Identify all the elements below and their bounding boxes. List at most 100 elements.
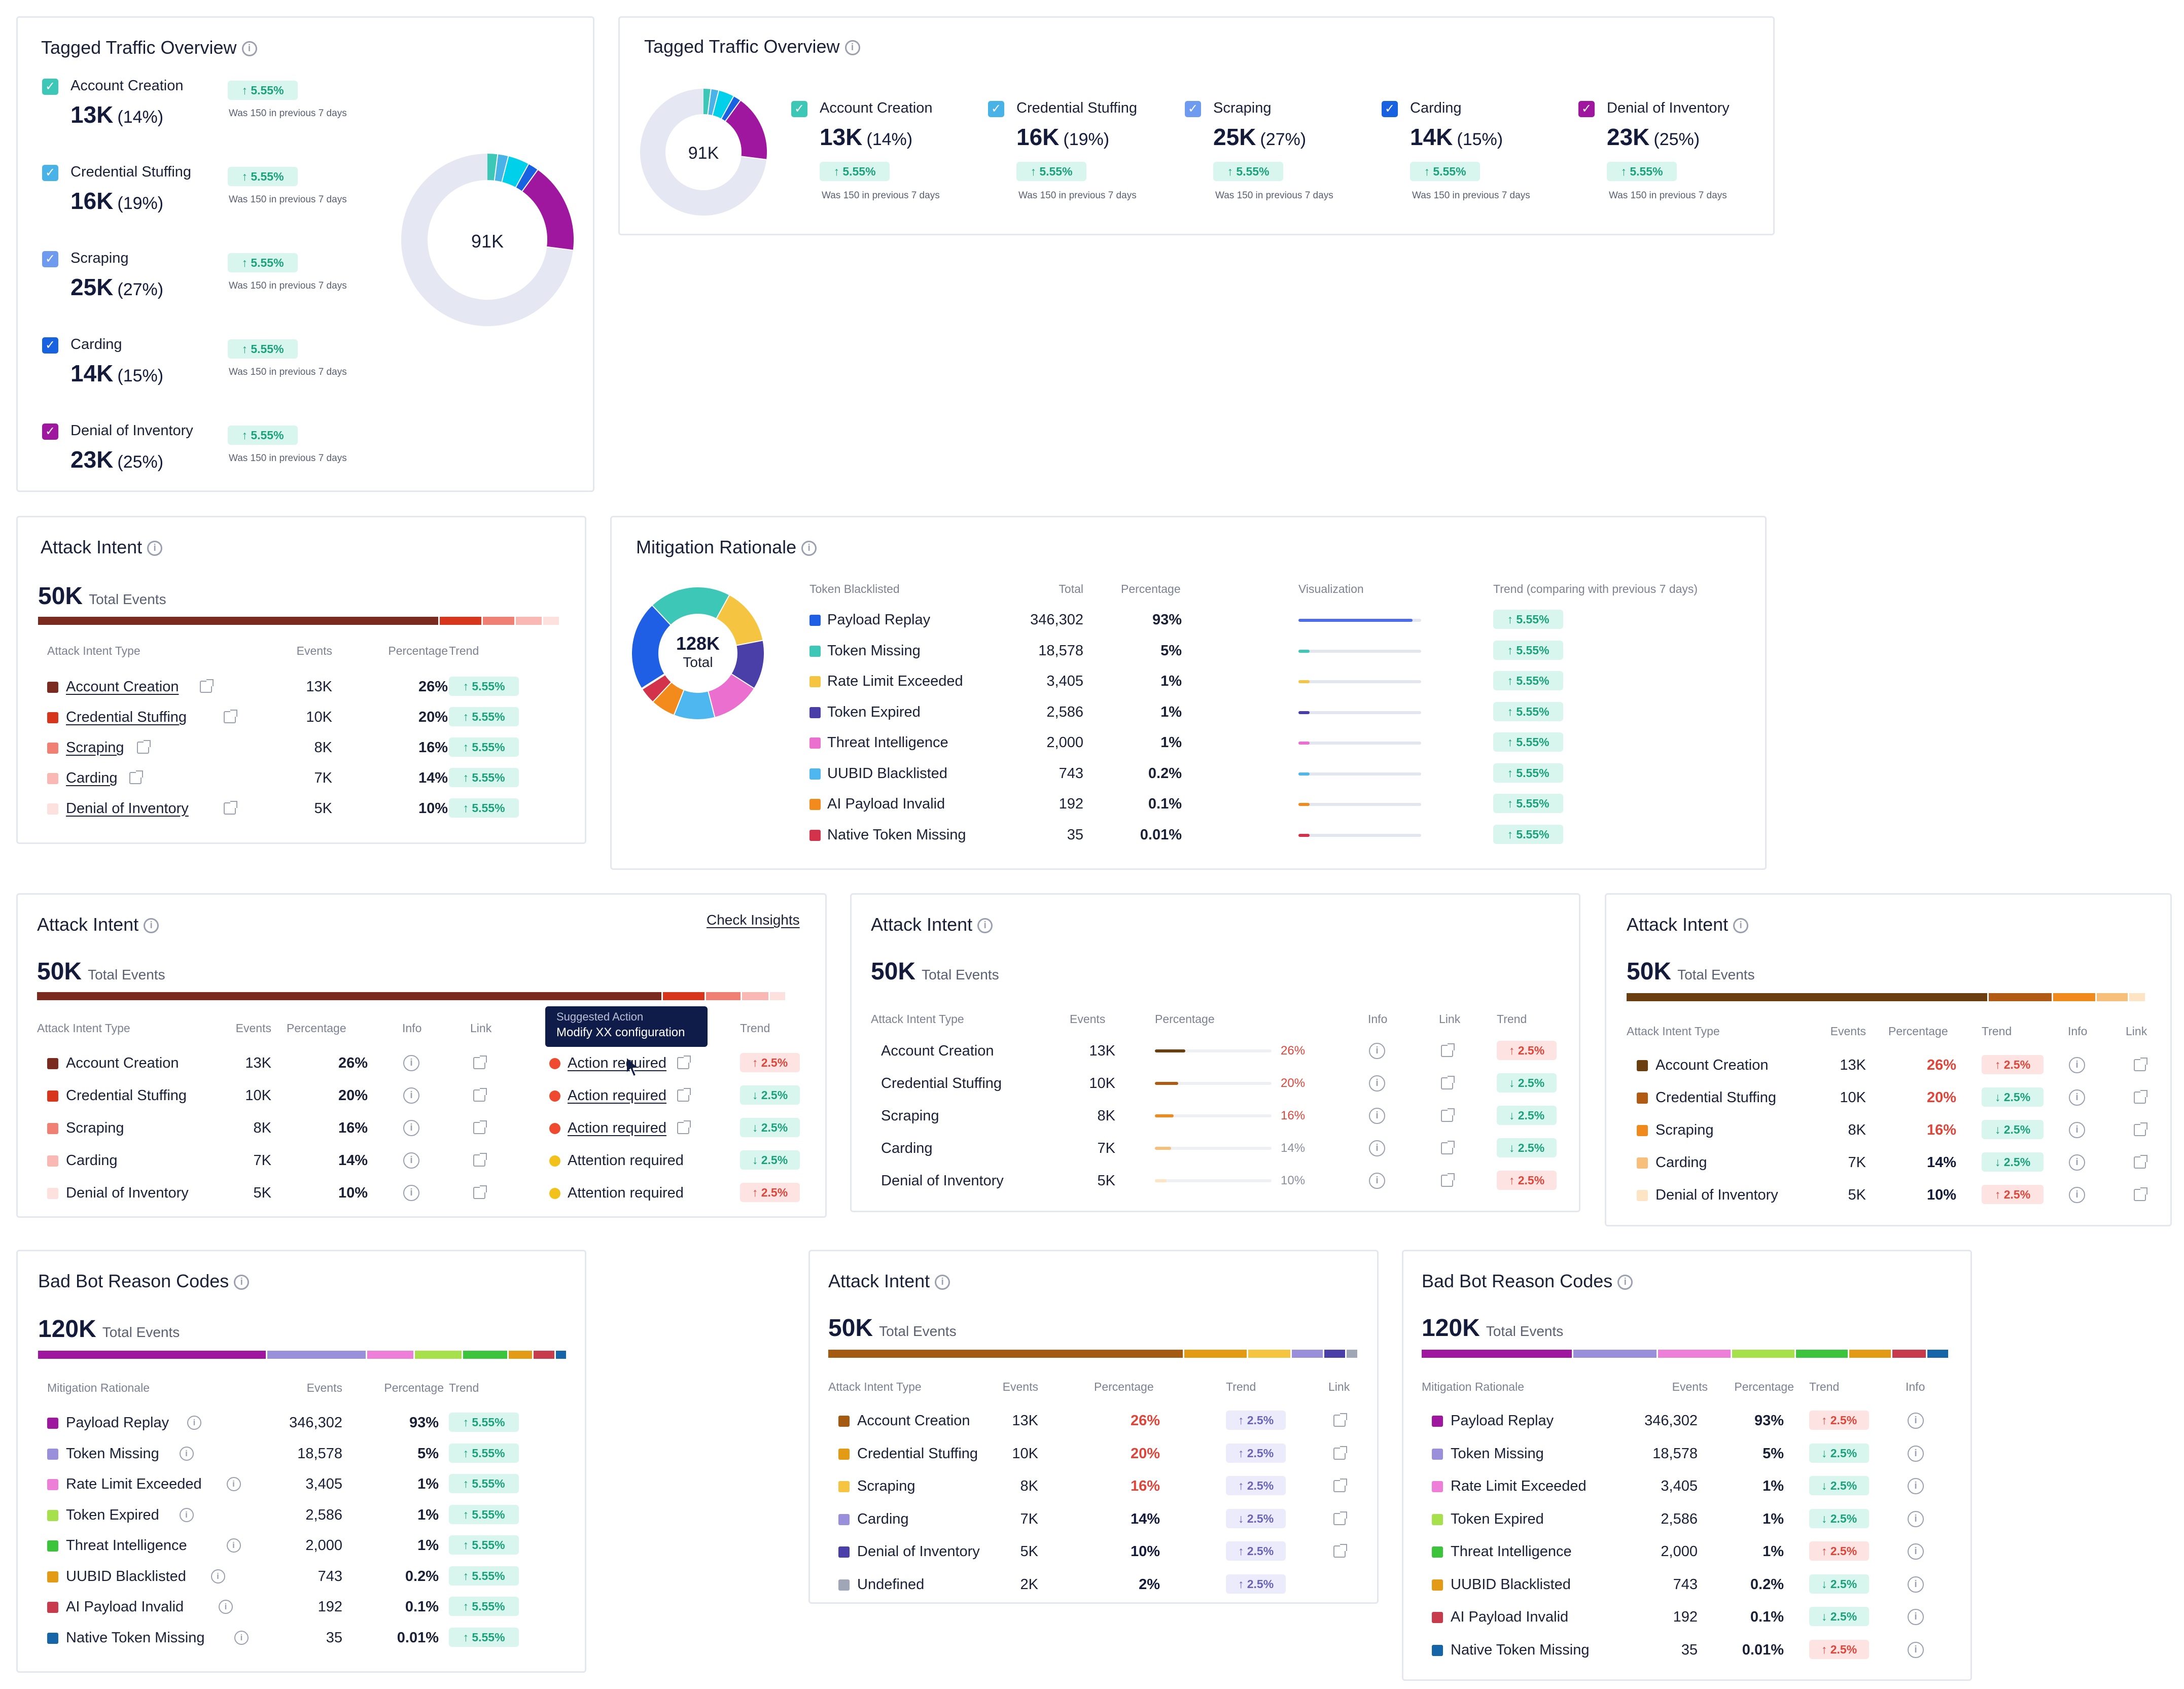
stacked-bar [37, 992, 806, 1000]
info-icon[interactable]: i [403, 1055, 419, 1071]
legend-swatch [47, 1509, 58, 1521]
info-icon[interactable]: i [2069, 1089, 2085, 1106]
info-icon[interactable]: i [1908, 1576, 1924, 1593]
info-icon[interactable]: i [403, 1087, 419, 1104]
external-link-icon[interactable] [2134, 1155, 2147, 1169]
info-icon[interactable]: i [2069, 1154, 2085, 1171]
info-icon[interactable]: i [403, 1185, 419, 1201]
legend-swatch [809, 645, 821, 657]
intent-link[interactable]: Credential Stuffing [66, 709, 187, 725]
external-link-icon[interactable] [2134, 1058, 2147, 1071]
checkbox[interactable]: ✓ [1578, 101, 1595, 117]
info-icon[interactable]: i [403, 1120, 419, 1136]
intent-link[interactable]: Denial of Inventory [66, 800, 189, 817]
checkbox[interactable]: ✓ [42, 165, 58, 181]
info-icon[interactable]: i [1369, 1173, 1385, 1189]
info-icon[interactable]: i [144, 918, 159, 934]
checkbox[interactable]: ✓ [42, 337, 58, 354]
external-link-icon[interactable] [1441, 1076, 1455, 1089]
status-action[interactable]: Action required [568, 1087, 667, 1104]
info-icon[interactable]: i [844, 40, 860, 56]
external-link-icon[interactable] [223, 710, 237, 723]
checkbox[interactable]: ✓ [791, 101, 807, 117]
card-title: Attack Intent i [41, 537, 163, 558]
info-icon[interactable]: i [1369, 1043, 1385, 1059]
info-icon[interactable]: i [1369, 1108, 1385, 1124]
external-link-icon[interactable] [1441, 1141, 1455, 1154]
info-icon[interactable]: i [1908, 1510, 1924, 1527]
intent-link[interactable]: Carding [66, 770, 118, 786]
checkbox[interactable]: ✓ [988, 101, 1004, 117]
external-link-icon[interactable] [200, 679, 214, 693]
column-header: Trend [740, 1022, 770, 1035]
external-link-icon[interactable] [1333, 1511, 1347, 1525]
info-icon[interactable]: i [1908, 1478, 1924, 1494]
checkbox[interactable]: ✓ [42, 251, 58, 267]
status-action[interactable]: Action required [568, 1120, 667, 1136]
external-link-icon[interactable] [2134, 1090, 2147, 1104]
checkbox[interactable]: ✓ [1382, 101, 1398, 117]
info-icon[interactable]: i [1369, 1075, 1385, 1092]
external-link-icon[interactable] [1333, 1413, 1347, 1427]
info-icon[interactable]: i [241, 41, 257, 57]
info-icon[interactable]: i [210, 1569, 225, 1584]
external-link-icon[interactable] [137, 740, 151, 754]
external-link-icon[interactable] [223, 801, 237, 815]
external-link-icon[interactable] [677, 1055, 691, 1069]
info-icon[interactable]: i [403, 1152, 419, 1169]
info-icon[interactable]: i [1908, 1609, 1924, 1625]
external-link-icon[interactable] [473, 1153, 487, 1167]
check-insights-link[interactable]: Check Insights [707, 912, 800, 928]
info-icon[interactable]: i [977, 918, 993, 934]
intent-link[interactable]: Account Creation [66, 679, 179, 695]
info-icon[interactable]: i [1908, 1641, 1924, 1658]
info-icon[interactable]: i [219, 1600, 233, 1614]
info-icon[interactable]: i [234, 1275, 250, 1290]
info-icon[interactable]: i [179, 1446, 194, 1461]
info-icon[interactable]: i [1908, 1445, 1924, 1462]
trend-badge: ↑ 5.55% [449, 707, 519, 726]
info-icon[interactable]: i [935, 1275, 950, 1290]
external-link-icon[interactable] [473, 1185, 487, 1199]
external-link-icon[interactable] [1333, 1446, 1347, 1460]
info-icon[interactable]: i [801, 541, 817, 556]
external-link-icon[interactable] [1441, 1173, 1455, 1187]
external-link-icon[interactable] [473, 1088, 487, 1102]
external-link-icon[interactable] [2134, 1187, 2147, 1201]
checkbox[interactable]: ✓ [42, 424, 58, 440]
checkbox[interactable]: ✓ [1185, 101, 1201, 117]
info-icon[interactable]: i [234, 1630, 249, 1645]
intent-link[interactable]: Scraping [66, 740, 124, 756]
info-icon[interactable]: i [1908, 1413, 1924, 1429]
item-value: 25K (27%) [71, 273, 163, 301]
external-link-icon[interactable] [2134, 1122, 2147, 1136]
external-link-icon[interactable] [1441, 1043, 1455, 1057]
total-events: 50K Total Events [1627, 958, 1755, 985]
external-link-icon[interactable] [677, 1088, 691, 1102]
external-link-icon[interactable] [473, 1055, 487, 1069]
external-link-icon[interactable] [1333, 1544, 1347, 1558]
info-icon[interactable]: i [1733, 918, 1749, 934]
external-link-icon[interactable] [1333, 1479, 1347, 1492]
external-link-icon[interactable] [1441, 1108, 1455, 1122]
info-icon[interactable]: i [147, 541, 163, 556]
percent-value: 20% [1926, 1089, 1956, 1106]
trend-badge: ↑ 5.55% [1493, 671, 1563, 690]
info-icon[interactable]: i [179, 1507, 194, 1522]
donut-track [401, 154, 573, 326]
info-icon[interactable]: i [2069, 1122, 2085, 1138]
external-link-icon[interactable] [129, 770, 143, 784]
info-icon[interactable]: i [187, 1416, 201, 1430]
info-icon[interactable]: i [2069, 1187, 2085, 1203]
info-icon[interactable]: i [1617, 1275, 1633, 1290]
info-icon[interactable]: i [1908, 1543, 1924, 1560]
info-icon[interactable]: i [226, 1538, 241, 1553]
info-icon[interactable]: i [226, 1477, 241, 1491]
info-icon[interactable]: i [1369, 1140, 1385, 1156]
external-link-icon[interactable] [677, 1120, 691, 1134]
row-total: 192 [1059, 796, 1083, 812]
checkbox[interactable]: ✓ [42, 79, 58, 95]
info-icon[interactable]: i [2069, 1057, 2085, 1073]
status-action[interactable]: Action required [568, 1055, 667, 1071]
external-link-icon[interactable] [473, 1120, 487, 1134]
